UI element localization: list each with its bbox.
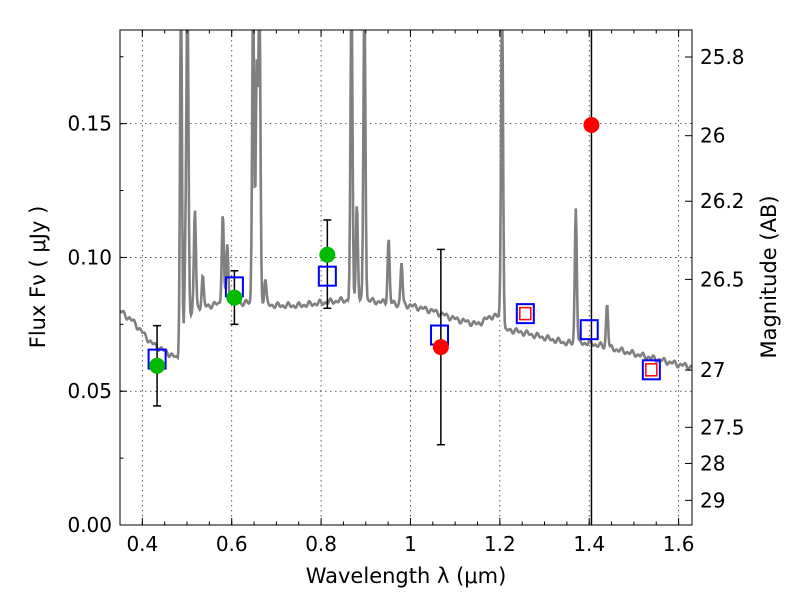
x-tick-label: 0.6 <box>216 532 248 556</box>
x-tick-label: 0.8 <box>305 532 337 556</box>
y-tick-label: 0.05 <box>67 379 112 403</box>
green-point <box>226 289 243 306</box>
y-axis-label: Flux Fν ( μJy ) <box>26 206 50 349</box>
x-axis-label: Wavelength λ (μm) <box>306 564 507 588</box>
model-square <box>579 319 599 341</box>
y-tick-label: 0.00 <box>67 513 112 537</box>
inner-red-square <box>645 363 658 377</box>
inner-red-square <box>519 306 532 321</box>
right-tick-label: 25.8 <box>700 45 745 69</box>
y-tick-label: 0.15 <box>67 112 112 136</box>
grid-layer <box>120 30 692 526</box>
right-tick-label: 27.5 <box>700 415 745 439</box>
x-tick-label: 1 <box>404 532 417 556</box>
x-tick-label: 1.4 <box>573 532 605 556</box>
green-point <box>319 246 336 263</box>
tick-layer: 0.4 0.6 0.8 1 1.2 1.4 1.6 0.00 0.05 0.10 0.15 25.8 2… <box>67 30 745 556</box>
sed-model-line <box>120 30 692 372</box>
right-tick-label: 26.5 <box>700 267 745 291</box>
model-square <box>317 265 337 287</box>
right-tick-label: 26 <box>700 124 725 148</box>
right-tick-label: 26.2 <box>700 189 745 213</box>
right-tick-label: 28 <box>700 451 725 475</box>
data-layer <box>120 30 692 525</box>
y-axis-label-right: Magnitude (AB) <box>757 195 781 358</box>
red-point <box>583 116 600 133</box>
x-tick-label: 0.4 <box>126 532 158 556</box>
right-tick-label: 27 <box>700 358 725 382</box>
y-tick-label: 0.10 <box>67 245 112 269</box>
plot-frame <box>119 29 693 526</box>
green-point <box>149 357 166 374</box>
model-square <box>641 359 661 381</box>
x-tick-label: 1.6 <box>663 532 695 556</box>
red-point <box>432 339 449 356</box>
right-tick-label: 29 <box>700 488 725 512</box>
x-tick-label: 1.2 <box>484 532 516 556</box>
model-square <box>515 303 535 325</box>
